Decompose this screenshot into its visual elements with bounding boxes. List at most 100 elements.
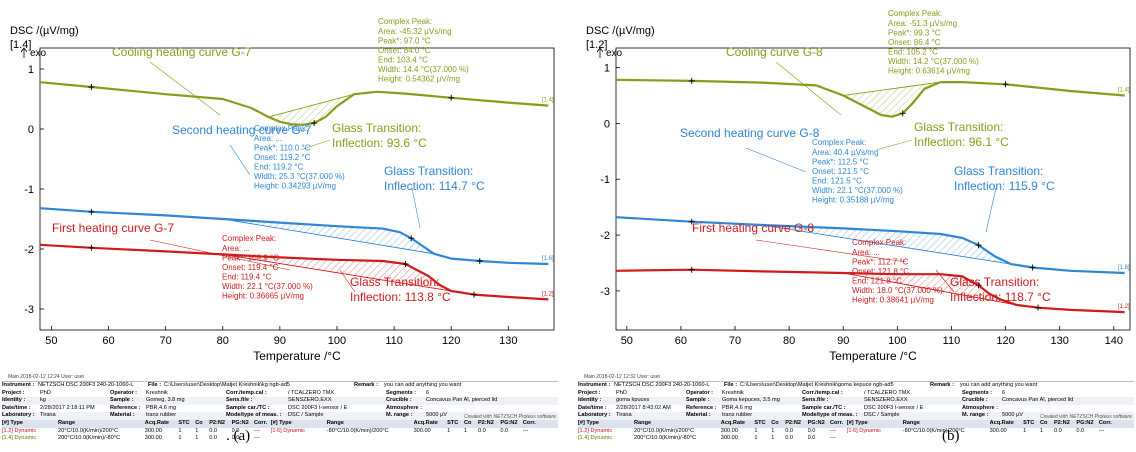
complex-peak-line: Onset: 119.2 °C: [254, 153, 311, 162]
info-cell: Project :: [2, 389, 25, 396]
series-line-first: [615, 268, 1125, 314]
info-cell: DSC 200F3 t-sensor / E: [864, 404, 924, 411]
x-tick-label: 90: [837, 335, 849, 347]
software-footer: Created with NETZSCH Proteus software: [1040, 414, 1132, 420]
info-cell: / TCALZERO TMX: [864, 389, 911, 396]
segment-header-cell: P2:N2: [209, 419, 226, 426]
y-tick-label: -2: [24, 244, 34, 256]
series-marker: [899, 110, 906, 117]
info-cell: Operator :: [686, 389, 714, 396]
segment-header-row: [#] Type Range Acq.Rate STC Co P2:N2 PG:N2 Corr…: [2, 419, 558, 428]
peak-baseline: [222, 218, 435, 255]
complex-peak-line: Width: 18.0 °C(37.000 %): [852, 286, 943, 295]
x-tick-label: 140: [1105, 335, 1123, 347]
info-cell: 5000 µV: [426, 412, 447, 419]
complex-peak-line: Onset: 121.5 °C: [812, 167, 869, 176]
info-cell: Instrument :: [2, 382, 35, 388]
segment-header-cell: [#] Type: [270, 419, 292, 426]
glass-transition-inflection: Inflection: 115.9 °C: [954, 179, 1055, 193]
measurement-info-table: Instrument : NETZSCH DSC 200F3 240-20-106…: [2, 381, 558, 443]
segment-header-cell: STC: [1023, 419, 1035, 426]
glass-leader: [299, 139, 331, 151]
complex-peak-line: End: 121.5 °C: [812, 177, 862, 186]
info-cell: 5000 µV: [1002, 412, 1023, 419]
info-cell: [426, 405, 558, 413]
info-cell: Laboratory :: [578, 412, 611, 419]
x-tick-label: 90: [274, 335, 286, 347]
x-tick-label: 60: [102, 335, 114, 347]
complex-peak-line: End: 119.2 °C: [254, 163, 304, 172]
complex-peak-line: End: 121.8 °C: [852, 277, 902, 286]
series-marker: [402, 261, 409, 267]
segment-cell: [847, 435, 903, 443]
info-cell: 2/28/2017 2:18:11 PM: [40, 404, 95, 411]
segment-header-cell: PG:N2: [231, 419, 249, 426]
y-axis-label: DSC /(µV/mg): [586, 25, 655, 37]
info-cell: Segments :: [962, 389, 993, 396]
segment-cell: [271, 435, 327, 443]
info-cell: Atmosphere :: [962, 404, 999, 411]
info-cell: DSC / Sample: [864, 412, 900, 419]
complex-peak-line: Height: 0.36665 µV/mg: [222, 292, 304, 301]
segment-cell: 300.00: [720, 427, 738, 434]
info-cell: Mode/type of meas. :: [226, 412, 282, 419]
glass-transition-inflection: Inflection: 113.8 °C: [350, 290, 451, 304]
info-cell: SENSZERO.EXX: [288, 397, 332, 404]
segment-row: [1.4] Dynamic 200°C/10.0(K/min)/-80°C 300.…: [578, 435, 1134, 443]
dsc-chart-b: 50 60 70 80 90 100 110 120 130 140 1 0 -1 -2 -3 DSC /(µ…: [586, 9, 1131, 363]
segment-header-cell: PG:N2: [500, 419, 518, 426]
x-tick-label: 100: [328, 335, 346, 347]
segment-cell: ---: [1098, 427, 1105, 434]
complex-peak-line: Onset: 84.0 °C: [378, 46, 431, 55]
y-axis-max-label: [1.4]: [10, 39, 31, 51]
info-cell: Sample car./TC :: [802, 404, 846, 411]
complex-peak-line: Area: -51.3 µVs/mg: [888, 19, 957, 28]
complex-peak-line: End: 105.2 °C: [888, 48, 938, 57]
segment-cell: 1: [1039, 427, 1044, 434]
x-tick-label: 70: [729, 335, 741, 347]
x-tick-label: 120: [996, 335, 1014, 347]
segment-header-cell: Co: [771, 419, 779, 426]
segment-cell: 1: [178, 435, 182, 442]
segment-cell: 0.0: [231, 427, 240, 434]
segment-cell: 1: [195, 435, 199, 442]
segment-cell: 1: [447, 427, 451, 434]
glass-transition-title: Glass Transition:: [914, 120, 1003, 134]
x-tick-label: 80: [217, 335, 229, 347]
segment-cell: 1: [771, 427, 775, 434]
segment-cell: 0.0: [1053, 427, 1062, 434]
series-label-cooling: Cooling heating curve G-7: [112, 45, 252, 59]
info-cell: you can add anything you want: [960, 382, 1038, 388]
segment-row: [1.2] Dynamic 20°C/10.0(K/min)/200°C 300.0…: [2, 428, 558, 436]
segment-cell: 0.0: [807, 427, 816, 434]
info-cell: Goma kepuces, 3.5 mg: [722, 397, 780, 404]
segment-header-cell: STC: [178, 419, 190, 426]
segment-cell: [1.6] Dynamic: [846, 427, 881, 434]
complex-peak-line: Height: 0.34293 µV/mg: [254, 182, 336, 191]
info-cell: Kreshnik: [722, 389, 744, 396]
x-tick-label: 50: [45, 335, 57, 347]
segment-header-cell: Range: [902, 419, 920, 426]
segment-cell: 300.00: [144, 427, 162, 434]
x-tick-label: 50: [621, 335, 633, 347]
label-leader: [745, 147, 807, 173]
info-cell: Date/time :: [2, 404, 31, 411]
info-cell: goma kpuces: [616, 397, 650, 404]
complex-peak-line: Width: 14.4 °C(37.000 %): [378, 65, 469, 74]
series-marker: [408, 235, 415, 242]
segment-cell: 0.0: [807, 435, 816, 442]
complex-peak-line: Peak*: 99.3 °C: [888, 29, 941, 38]
complex-peak-line: Height: 0.35188 µV/mg: [812, 196, 894, 205]
date-stamp: Main 2018-02-12 12:32 User: user: [584, 374, 661, 380]
series-marker: [88, 244, 95, 251]
segment-cell: 1: [771, 435, 775, 442]
dsc-panel-a: 50 60 70 80 90 100 110 120 130 1 0 -1 -2 -3 DSC /(µV/m…: [0, 0, 560, 452]
y-tick-label: -2: [600, 230, 610, 242]
y-tick-label: 1: [604, 63, 610, 75]
complex-peak-line: Width: 14.2 °C(37.000 %): [888, 57, 979, 66]
series-label-first: First heating curve G-7: [52, 221, 174, 235]
glass-transition-inflection: Inflection: 118.7 °C: [950, 290, 1051, 304]
segment-tag: [1.2]: [1118, 304, 1130, 310]
glass-leader: [875, 139, 913, 151]
segment-header-cell: Co: [1039, 419, 1048, 426]
